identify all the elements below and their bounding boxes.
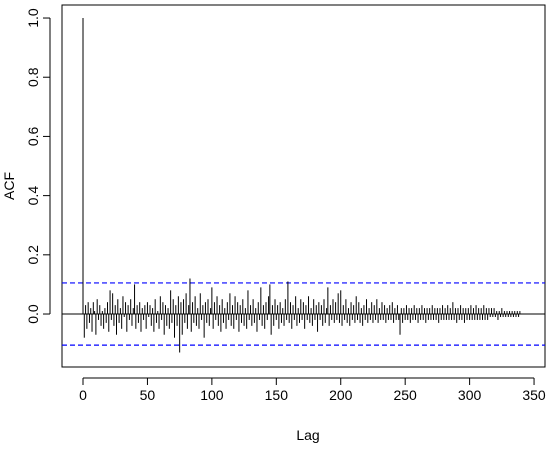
y-tick-label: 1.0 xyxy=(25,8,41,28)
y-tick-label: 0.2 xyxy=(25,245,41,265)
x-tick-label: 200 xyxy=(329,387,353,403)
x-tick-label: 0 xyxy=(79,387,87,403)
x-tick-label: 50 xyxy=(140,387,156,403)
y-axis-label: ACF xyxy=(1,172,17,200)
y-tick-label: 0.6 xyxy=(25,126,41,146)
x-tick-label: 100 xyxy=(200,387,224,403)
y-tick-label: 0.4 xyxy=(25,186,41,206)
x-axis-label: Lag xyxy=(296,427,319,443)
plot-frame xyxy=(61,4,546,368)
x-tick-label: 350 xyxy=(522,387,546,403)
x-tick-label: 300 xyxy=(458,387,482,403)
y-tick-label: 0.0 xyxy=(25,304,41,324)
y-tick-label: 0.8 xyxy=(25,67,41,87)
x-tick-label: 250 xyxy=(393,387,417,403)
x-tick-label: 150 xyxy=(265,387,289,403)
